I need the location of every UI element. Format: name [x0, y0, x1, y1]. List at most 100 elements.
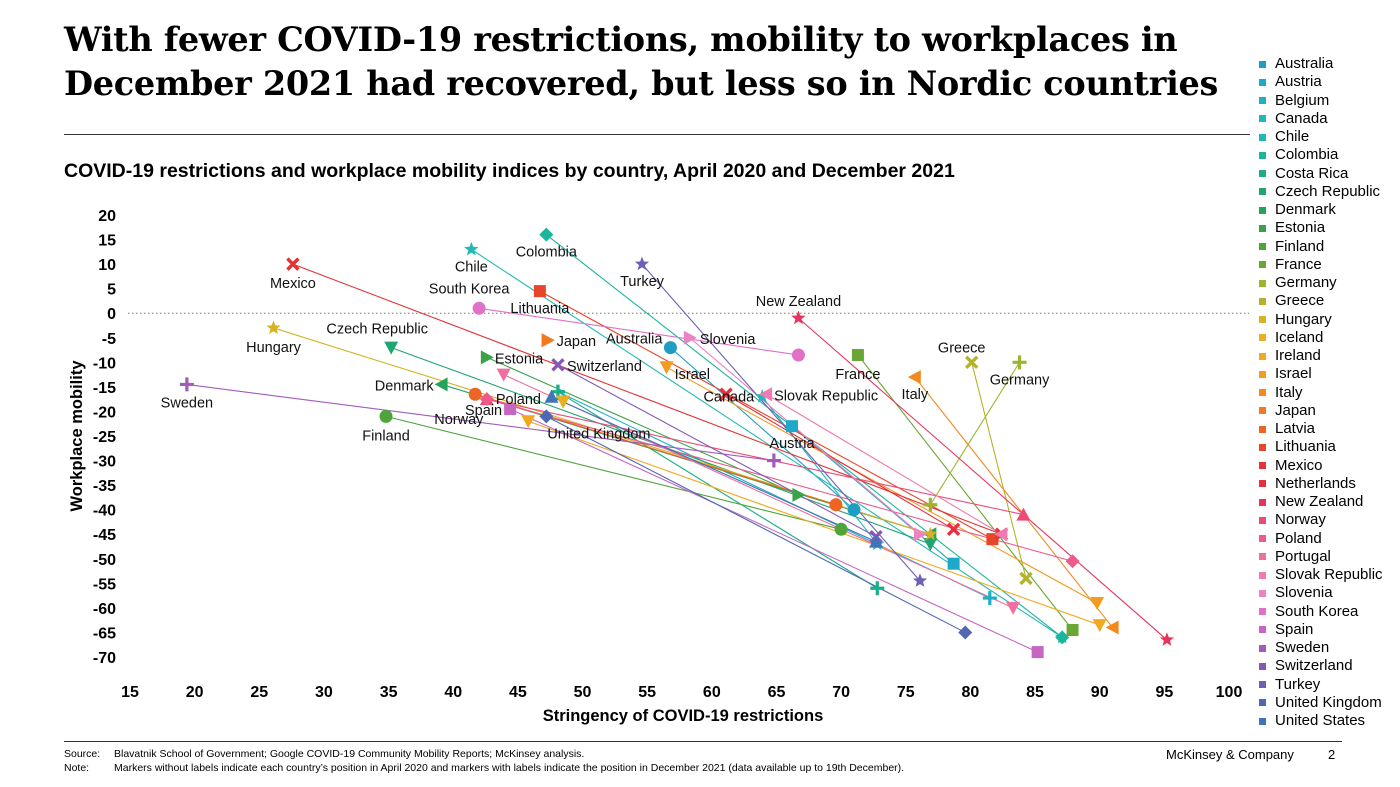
note-text: Markers without labels indicate each cou… [114, 762, 905, 774]
y-tick-label: -20 [93, 404, 116, 421]
legend-swatch [1259, 681, 1266, 689]
legend-swatch [1259, 224, 1266, 232]
line-sweden [186, 383, 774, 462]
label-united-kingdom: United Kingdom [547, 426, 650, 442]
point-december-2021-switzerland [551, 358, 565, 372]
point-april-2020-germany [923, 497, 938, 512]
legend-label: Switzerland [1275, 657, 1353, 675]
point-december-2021-poland [479, 392, 494, 407]
country-labels: Australia Austria Canada Chile Colombia Czech… [161, 245, 1050, 453]
legend-label: Lithuania [1275, 438, 1336, 456]
legend-item-israel: Israel [1259, 365, 1383, 383]
legend-swatch [1259, 170, 1266, 178]
point-december-2021-hungary [266, 320, 281, 334]
y-tick-label: -30 [93, 454, 116, 471]
legend-swatch [1259, 352, 1266, 360]
line-united-kingdom [546, 415, 966, 633]
line-australia [670, 347, 855, 511]
legend-item-finland: Finland [1259, 238, 1383, 256]
legend-label: France [1275, 255, 1322, 273]
line-netherlands [725, 393, 954, 530]
point-april-2020-italy [1105, 620, 1119, 635]
y-tick-label: -25 [93, 429, 116, 446]
point-december-2021-israel [659, 361, 674, 375]
line-germany [929, 362, 1021, 506]
line-switzerland [557, 364, 877, 538]
legend-item-slovenia: Slovenia [1259, 584, 1383, 602]
x-tick-label: 35 [380, 684, 398, 701]
label-mexico: Mexico [270, 276, 316, 292]
legend-label: Belgium [1275, 91, 1330, 109]
legend-label: Latvia [1275, 420, 1316, 437]
point-april-2020-ireland [1092, 619, 1107, 633]
x-tick-label: 65 [768, 684, 786, 701]
y-tick-label: -5 [102, 331, 116, 348]
label-denmark: Denmark [375, 378, 435, 394]
label-italy: Italy [902, 387, 929, 403]
point-december-2021-colombia [539, 227, 554, 242]
point-april-2020-israel [1090, 596, 1105, 610]
label-estonia: Estonia [495, 351, 544, 367]
x-tick-label: 40 [444, 684, 462, 701]
legend-item-mexico: Mexico [1259, 457, 1383, 475]
legend-item-chile: Chile [1259, 128, 1383, 146]
source-text: Blavatnik School of Government; Google C… [114, 748, 585, 760]
line-italy [914, 376, 1114, 628]
legend-swatch [1259, 261, 1266, 269]
x-tick-label: 90 [1091, 684, 1109, 701]
legend-label: Canada [1275, 109, 1328, 127]
legend-swatch [1259, 589, 1266, 597]
legend-item-spain: Spain [1259, 621, 1383, 639]
y-axis: 20 15 10 5 0 -5 -10 -15 -20 -25 -30 -35 -40 -45 -50 -55… [93, 208, 116, 667]
point-april-2020-costa-rica [870, 581, 885, 596]
point-april-2020-australia [847, 503, 861, 517]
legend-item-switzerland: Switzerland [1259, 657, 1383, 675]
point-april-2020-colombia [1055, 630, 1070, 645]
label-greece: Greece [938, 340, 986, 356]
legend-item-turkey: Turkey [1259, 676, 1383, 694]
x-tick-label: 80 [962, 684, 980, 701]
point-april-2020-netherlands [946, 522, 961, 537]
legend-swatch [1259, 717, 1266, 725]
legend-swatch [1259, 316, 1266, 324]
point-april-2020-belgium [982, 591, 997, 606]
point-april-2020-sweden [766, 453, 781, 468]
label-israel: Israel [675, 367, 710, 383]
point-april-2020-greece [1019, 571, 1033, 586]
label-switzerland: Switzerland [567, 359, 642, 375]
legend-label: Sweden [1275, 639, 1330, 656]
point-december-2021-united-states [544, 389, 559, 403]
legend-swatch [1259, 516, 1266, 524]
label-norway: Norway [434, 412, 484, 428]
source-note: Source: Blavatnik School of Government; G… [64, 748, 584, 760]
y-tick-label: -65 [93, 625, 116, 642]
legend-swatch [1259, 97, 1266, 105]
legend-label: Portugal [1275, 547, 1331, 565]
chart-title: COVID-19 restrictions and workplace mobi… [64, 160, 955, 182]
line-chile [471, 248, 1063, 638]
label-slovak-republic: Slovak Republic [774, 388, 878, 404]
point-december-2021-united-kingdom [539, 409, 554, 424]
legend-swatch [1259, 699, 1266, 707]
point-december-2021-south-korea [472, 301, 486, 315]
legend-swatch [1259, 389, 1266, 397]
point-december-2021-austria [785, 420, 798, 433]
legend-item-united-kingdom: United Kingdom [1259, 694, 1383, 712]
label-finland: Finland [362, 428, 410, 444]
point-december-2021-japan [541, 333, 555, 348]
legend-item-new-zealand: New Zealand [1259, 493, 1383, 511]
label-lithuania: Lithuania [510, 301, 570, 317]
line-finland [385, 415, 842, 530]
legend-label: Poland [1275, 529, 1322, 547]
y-tick-label: -55 [93, 576, 116, 593]
legend-label: Germany [1275, 274, 1337, 291]
line-ireland [528, 420, 1100, 626]
line-france [857, 354, 1073, 631]
line-slovak-republic [765, 393, 1002, 535]
legend-label: Denmark [1275, 201, 1336, 218]
y-tick-label: 20 [98, 208, 116, 225]
point-april-2020-finland [834, 522, 848, 536]
legend-item-estonia: Estonia [1259, 219, 1383, 237]
point-december-2021-czech-republic [384, 341, 399, 355]
legend-swatch [1259, 644, 1266, 652]
